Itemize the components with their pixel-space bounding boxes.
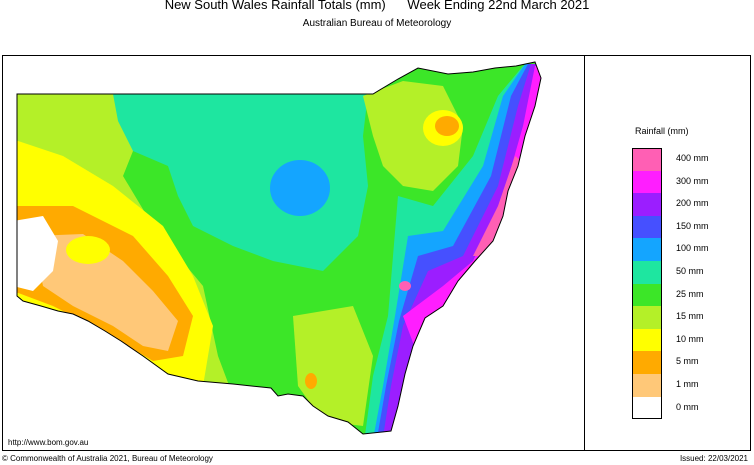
zone-1mm-west	[33, 234, 178, 351]
legend-label: 100 mm	[676, 243, 709, 254]
nsw-outline	[16, 61, 542, 435]
legend-swatch	[632, 193, 662, 216]
legend-swatch	[632, 328, 662, 352]
legend-swatch	[632, 260, 662, 284]
legend-title: Rainfall (mm)	[635, 126, 689, 136]
legend-label: 5 mm	[676, 356, 699, 367]
legend-label: 400 mm	[676, 153, 709, 163]
legend-swatch	[632, 283, 662, 307]
legend-label: 300 mm	[676, 175, 709, 186]
legend-swatch	[632, 351, 662, 374]
legend-label: 150 mm	[676, 220, 709, 231]
legend-item: 1 mm	[632, 373, 742, 397]
zone-50mm-central	[113, 94, 368, 271]
legend-swatch	[632, 396, 662, 420]
zone-100mm-central	[270, 160, 330, 216]
legend-item: 0 mm	[632, 396, 742, 420]
legend-item: 300 mm	[632, 170, 742, 194]
legend-label: 15 mm	[676, 311, 704, 322]
legend-divider	[584, 55, 585, 451]
map-subtitle: Australian Bureau of Meteorology	[302, 18, 452, 29]
bom-url[interactable]: http://www.bom.gov.au	[8, 438, 89, 447]
legend-swatch	[632, 148, 662, 171]
rainfall-map	[16, 61, 542, 435]
legend: 400 mm 300 mm 200 mm 150 mm 100 mm 50 mm 25 mm…	[632, 148, 742, 420]
legend-item: 25 mm	[632, 283, 742, 307]
legend-label: 25 mm	[676, 288, 704, 299]
zone-5mm-south	[305, 373, 317, 389]
legend-swatch	[632, 215, 662, 239]
legend-label: 0 mm	[676, 401, 699, 412]
zone-15mm-north	[363, 81, 463, 191]
zone-0mm-west	[17, 216, 58, 291]
legend-label: 50 mm	[676, 265, 704, 276]
zone-400mm-spot	[399, 281, 411, 291]
legend-label: 200 mm	[676, 198, 709, 209]
legend-item: 10 mm	[632, 328, 742, 352]
copyright-text: © Commonwealth of Australia 2021, Bureau…	[2, 454, 213, 463]
legend-item: 15 mm	[632, 306, 742, 329]
issued-date: Issued: 22/03/2021	[679, 454, 748, 463]
zone-15mm-south	[293, 306, 373, 426]
map-title: New South Wales Rainfall Totals (mm) Wee…	[164, 0, 590, 12]
legend-label: 10 mm	[676, 333, 704, 344]
legend-item: 100 mm	[632, 238, 742, 261]
legend-item: 150 mm	[632, 215, 742, 239]
legend-item: 400 mm	[632, 148, 742, 171]
legend-swatch	[632, 238, 662, 261]
legend-item: 5 mm	[632, 351, 742, 374]
legend-swatch	[632, 306, 662, 329]
legend-swatch	[632, 373, 662, 397]
zone-5mm-north	[435, 116, 459, 136]
legend-item: 50 mm	[632, 260, 742, 284]
legend-item: 200 mm	[632, 193, 742, 216]
zone-10mm-blob	[66, 236, 110, 264]
map-frame	[2, 55, 751, 451]
legend-swatch	[632, 170, 662, 194]
legend-label: 1 mm	[676, 378, 699, 389]
